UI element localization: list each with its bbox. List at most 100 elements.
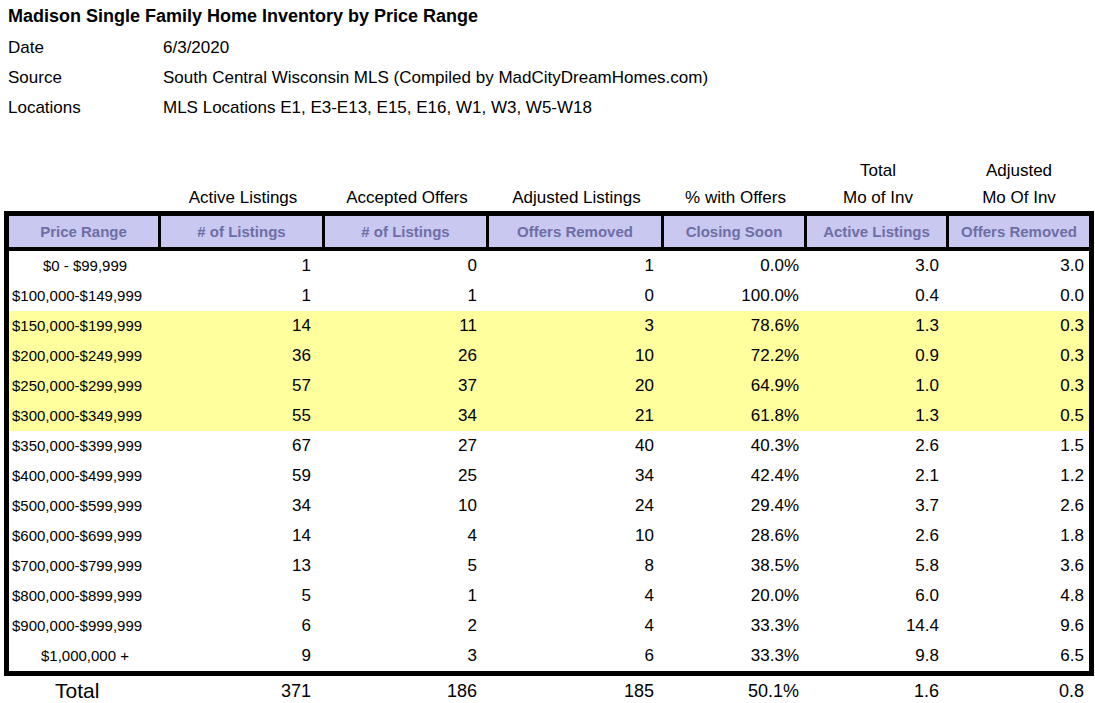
total-mo-of-inv-cell: 3.7: [807, 491, 949, 521]
adjusted-listings-cell: 1: [489, 251, 664, 281]
group-header-active-listings: Active Listings: [161, 157, 325, 211]
pct-with-offers-cell: 28.6%: [664, 521, 807, 551]
pct-with-offers-cell: 61.8%: [664, 401, 807, 431]
accepted-offers-cell: 25: [325, 461, 489, 491]
accepted-offers-cell: 11: [325, 311, 489, 341]
adjusted-listings-cell: 0: [489, 281, 664, 311]
adjusted-listings-cell: 21: [489, 401, 664, 431]
table-row: $250,000-$299,999 57 37 20 64.9% 1.0 0.3: [9, 371, 1089, 401]
pct-with-offers-cell: 38.5%: [664, 551, 807, 581]
active-listings-cell: 55: [161, 401, 325, 431]
total-mo-of-inv-cell: 1.0: [807, 371, 949, 401]
active-listings-cell: 1: [161, 251, 325, 281]
meta-block: Date6/3/2020 SourceSouth Central Wiscons…: [8, 33, 1095, 123]
page-title: Madison Single Family Home Inventory by …: [0, 0, 1095, 28]
table-row: $700,000-$799,999 13 5 8 38.5% 5.8 3.6: [9, 551, 1089, 581]
accepted-offers-cell: 2: [325, 611, 489, 641]
column-group-headers: Active Listings Accepted Offers Adjusted…: [9, 157, 1089, 211]
adjusted-listings-cell: 40: [489, 431, 664, 461]
table-row: $150,000-$199,999 14 11 3 78.6% 1.3 0.3: [9, 311, 1089, 341]
active-listings-cell: 5: [161, 581, 325, 611]
table-row: $0 - $99,999 1 0 1 0.0% 3.0 3.0: [9, 251, 1089, 281]
table-row: $100,000-$149,999 1 1 0 100.0% 0.4 0.0: [9, 281, 1089, 311]
accepted-offers-cell: 5: [325, 551, 489, 581]
meta-value-source: South Central Wisconsin MLS (Compiled by…: [163, 68, 708, 87]
adjusted-mo-of-inv-cell: 0.3: [949, 311, 1089, 341]
active-listings-cell: 13: [161, 551, 325, 581]
report-page: Madison Single Family Home Inventory by …: [0, 0, 1095, 703]
adjusted-listings-cell: 6: [489, 641, 664, 671]
adjusted-mo-of-inv-cell: 0.3: [949, 371, 1089, 401]
column-header-closing-soon: Closing Soon: [664, 216, 807, 247]
price-range-cell: $1,000,000 +: [9, 641, 161, 671]
column-header-price-range: Price Range: [9, 216, 161, 247]
table-row: $350,000-$399,999 67 27 40 40.3% 2.6 1.5: [9, 431, 1089, 461]
meta-row-locations: LocationsMLS Locations E1, E3-E13, E15, …: [8, 93, 1095, 123]
table-row: $200,000-$249,999 36 26 10 72.2% 0.9 0.3: [9, 341, 1089, 371]
table-row: $600,000-$699,999 14 4 10 28.6% 2.6 1.8: [9, 521, 1089, 551]
active-listings-cell: 14: [161, 311, 325, 341]
adjusted-mo-of-inv-cell: 6.5: [949, 641, 1089, 671]
meta-row-source: SourceSouth Central Wisconsin MLS (Compi…: [8, 63, 1095, 93]
active-listings-cell: 6: [161, 611, 325, 641]
active-listings-cell: 57: [161, 371, 325, 401]
active-listings-cell: 67: [161, 431, 325, 461]
total-mo-of-inv-cell: 6.0: [807, 581, 949, 611]
adjusted-mo-of-inv-cell: 3.0: [949, 251, 1089, 281]
adjusted-listings-cell: 10: [489, 341, 664, 371]
group-header-accepted-offers: Accepted Offers: [325, 157, 489, 211]
adjusted-mo-of-inv-cell: 0.3: [949, 341, 1089, 371]
pct-with-offers-cell: 0.0%: [664, 251, 807, 281]
adjusted-listings-cell: 4: [489, 611, 664, 641]
group-header-adjusted-listings: Adjusted Listings: [489, 157, 664, 211]
table-row: $300,000-$349,999 55 34 21 61.8% 1.3 0.5: [9, 401, 1089, 431]
total-accepted-offers: 186: [325, 676, 489, 703]
total-label: Total: [9, 676, 161, 703]
group-header-total-mo-of-inv: Total Mo of Inv: [807, 157, 949, 211]
total-mo-of-inv-cell: 0.9: [807, 341, 949, 371]
adjusted-listings-cell: 34: [489, 461, 664, 491]
accepted-offers-cell: 26: [325, 341, 489, 371]
accepted-offers-cell: 4: [325, 521, 489, 551]
adjusted-mo-of-inv-cell: 0.5: [949, 401, 1089, 431]
column-header-offers-removed: Offers Removed: [489, 216, 664, 247]
pct-with-offers-cell: 42.4%: [664, 461, 807, 491]
accepted-offers-cell: 37: [325, 371, 489, 401]
total-row: Total 371 186 185 50.1% 1.6 0.8: [9, 676, 1089, 703]
total-active-listings: 371: [161, 676, 325, 703]
meta-label-date: Date: [8, 33, 163, 63]
table-body: $0 - $99,999 1 0 1 0.0% 3.0 3.0 $100,000…: [9, 251, 1089, 671]
meta-label-source: Source: [8, 63, 163, 93]
price-range-cell: $700,000-$799,999: [9, 551, 161, 581]
adjusted-mo-of-inv-cell: 1.8: [949, 521, 1089, 551]
active-listings-cell: 34: [161, 491, 325, 521]
price-range-cell: $150,000-$199,999: [9, 311, 161, 341]
accepted-offers-cell: 3: [325, 641, 489, 671]
accepted-offers-cell: 0: [325, 251, 489, 281]
pct-with-offers-cell: 72.2%: [664, 341, 807, 371]
group-header-pct-with-offers: % with Offers: [664, 157, 807, 211]
table-row: $800,000-$899,999 5 1 4 20.0% 6.0 4.8: [9, 581, 1089, 611]
adjusted-listings-cell: 4: [489, 581, 664, 611]
price-range-cell: $100,000-$149,999: [9, 281, 161, 311]
meta-row-date: Date6/3/2020: [8, 33, 1095, 63]
table-header-row: Price Range # of Listings # of Listings …: [9, 216, 1089, 251]
meta-value-locations: MLS Locations E1, E3-E13, E15, E16, W1, …: [163, 98, 592, 117]
total-mo-of-inv-cell: 9.8: [807, 641, 949, 671]
adjusted-listings-cell: 24: [489, 491, 664, 521]
pct-with-offers-cell: 78.6%: [664, 311, 807, 341]
active-listings-cell: 14: [161, 521, 325, 551]
group-header-adjusted-mo-of-inv: Adjusted Mo Of Inv: [949, 157, 1089, 211]
accepted-offers-cell: 1: [325, 281, 489, 311]
adjusted-listings-cell: 10: [489, 521, 664, 551]
adjusted-mo-of-inv-cell: 9.6: [949, 611, 1089, 641]
total-mo-of-inv-cell: 5.8: [807, 551, 949, 581]
adjusted-mo-of-inv-cell: 1.2: [949, 461, 1089, 491]
total-total-mo-of-inv: 1.6: [807, 676, 949, 703]
meta-label-locations: Locations: [8, 93, 163, 123]
accepted-offers-cell: 1: [325, 581, 489, 611]
inventory-table: Price Range # of Listings # of Listings …: [4, 211, 1094, 676]
total-mo-of-inv-cell: 3.0: [807, 251, 949, 281]
column-header-offers-removed-moi: Offers Removed: [949, 216, 1089, 247]
active-listings-cell: 9: [161, 641, 325, 671]
